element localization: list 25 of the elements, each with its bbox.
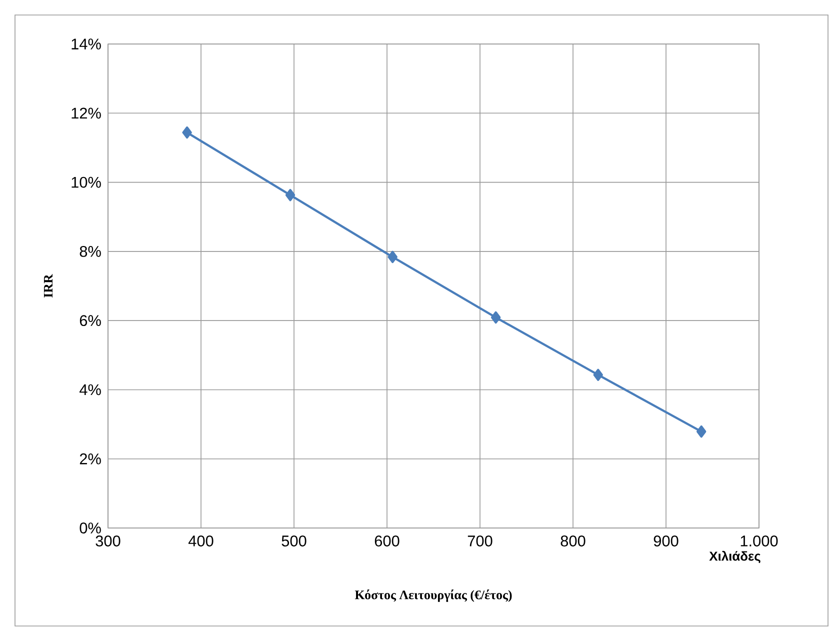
y-tick-label: 4%: [80, 384, 101, 396]
y-tick-label: 2%: [80, 453, 101, 464]
point: [388, 250, 398, 264]
x-tick-label: 500: [282, 536, 306, 546]
y-tick-label: 8%: [80, 246, 101, 257]
y-tick-label: 0%: [80, 522, 101, 534]
point: [490, 311, 501, 324]
y-axis-title: IRR: [44, 274, 52, 298]
y-tick-label: 14%: [72, 38, 101, 50]
y-tick-label: 10%: [72, 176, 101, 188]
x-tick-label: 700: [468, 536, 492, 546]
x-tick-label: 400: [188, 536, 214, 546]
point: [593, 368, 603, 381]
x-tick-label: 300: [96, 536, 120, 546]
x-tick-label: 900: [654, 536, 678, 546]
point: [696, 425, 706, 438]
point: [182, 126, 192, 139]
x-tick-label: 800: [560, 536, 586, 546]
text: Χιλιάδες: [709, 550, 760, 564]
x-tick-label: 1.000: [740, 536, 778, 546]
x-axis-title: Κόστος Λειτουργίας (€/έτος): [354, 590, 512, 602]
x-tick-label: 600: [374, 536, 400, 546]
y-tick-label: 6%: [80, 315, 101, 326]
y-tick-label: 12%: [72, 108, 101, 119]
point: [285, 188, 296, 202]
